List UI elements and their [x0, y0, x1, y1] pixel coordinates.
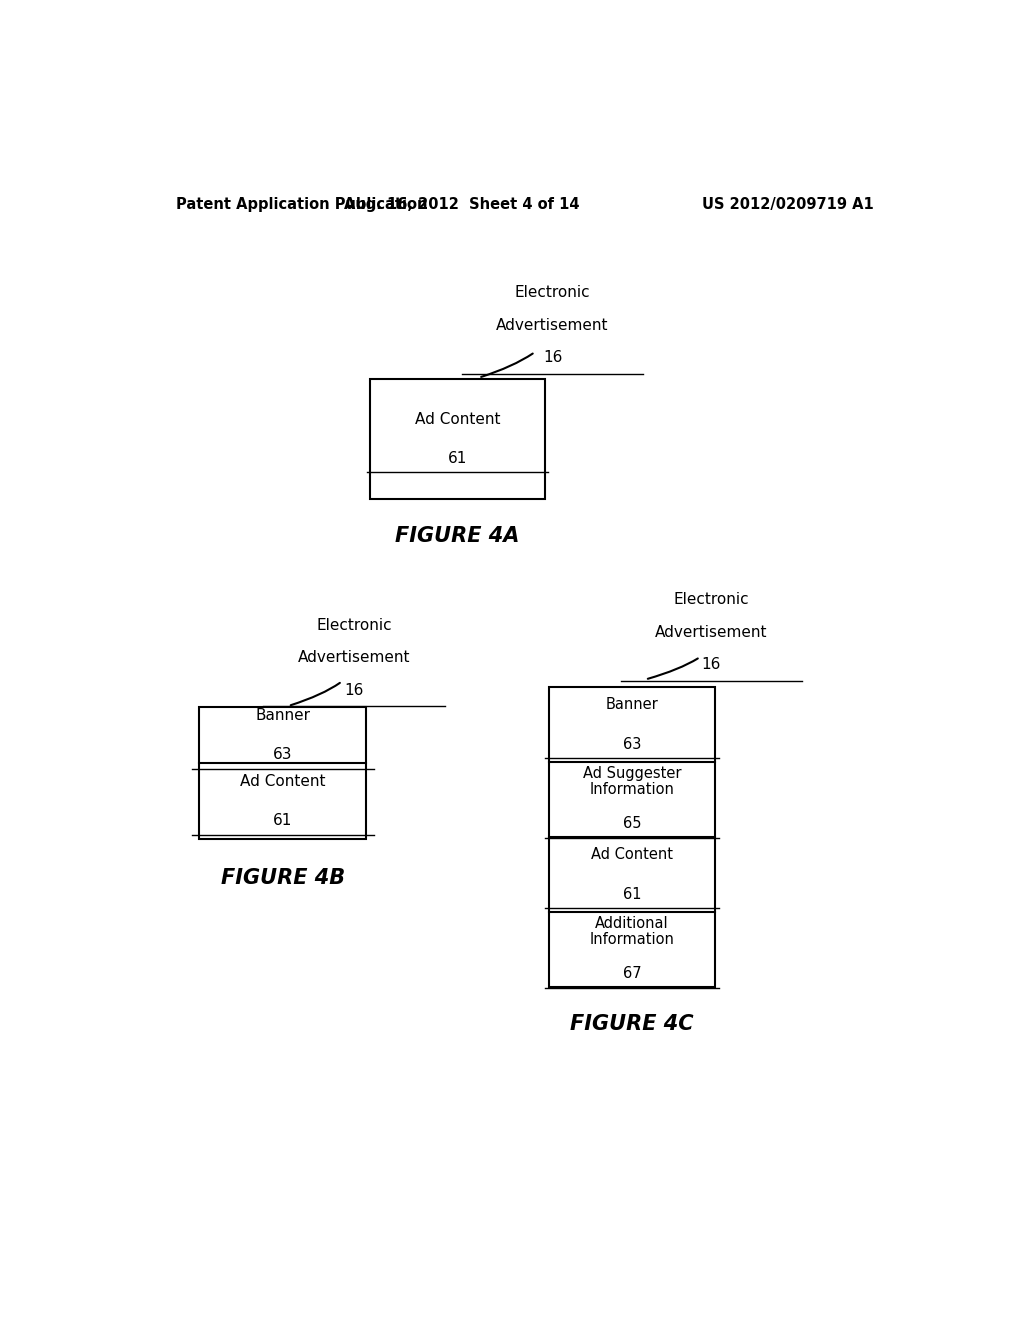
Text: Additional: Additional — [595, 916, 669, 931]
Text: 63: 63 — [273, 747, 293, 762]
Text: Banner: Banner — [255, 708, 310, 723]
Text: Ad Content: Ad Content — [591, 847, 673, 862]
Text: Electronic: Electronic — [316, 618, 392, 632]
Text: 61: 61 — [623, 887, 641, 902]
Text: Electronic: Electronic — [515, 285, 591, 301]
Text: Ad Content: Ad Content — [240, 774, 326, 789]
Text: Banner: Banner — [605, 697, 658, 713]
Text: Patent Application Publication: Patent Application Publication — [176, 197, 427, 213]
Text: 61: 61 — [273, 813, 293, 828]
Text: 16: 16 — [344, 682, 364, 698]
Bar — [200, 708, 367, 840]
Text: Electronic: Electronic — [674, 593, 750, 607]
Text: Advertisement: Advertisement — [497, 318, 609, 333]
Text: Ad Suggester: Ad Suggester — [583, 766, 681, 781]
Text: Information: Information — [590, 783, 675, 797]
Text: FIGURE 4B: FIGURE 4B — [221, 867, 345, 888]
Text: 16: 16 — [701, 657, 721, 672]
Text: FIGURE 4C: FIGURE 4C — [570, 1014, 693, 1034]
Text: 67: 67 — [623, 965, 641, 981]
Text: 63: 63 — [623, 737, 641, 751]
Text: Advertisement: Advertisement — [655, 624, 768, 640]
Text: Ad Content: Ad Content — [415, 412, 500, 426]
Text: US 2012/0209719 A1: US 2012/0209719 A1 — [702, 197, 873, 213]
Text: 61: 61 — [447, 451, 467, 466]
Text: Aug. 16, 2012  Sheet 4 of 14: Aug. 16, 2012 Sheet 4 of 14 — [344, 197, 579, 213]
Text: 65: 65 — [623, 816, 641, 830]
Bar — [549, 686, 715, 987]
Text: 16: 16 — [543, 351, 562, 366]
Text: Advertisement: Advertisement — [298, 651, 411, 665]
Text: FIGURE 4A: FIGURE 4A — [395, 527, 519, 546]
Bar — [370, 379, 545, 499]
Text: Information: Information — [590, 932, 675, 948]
